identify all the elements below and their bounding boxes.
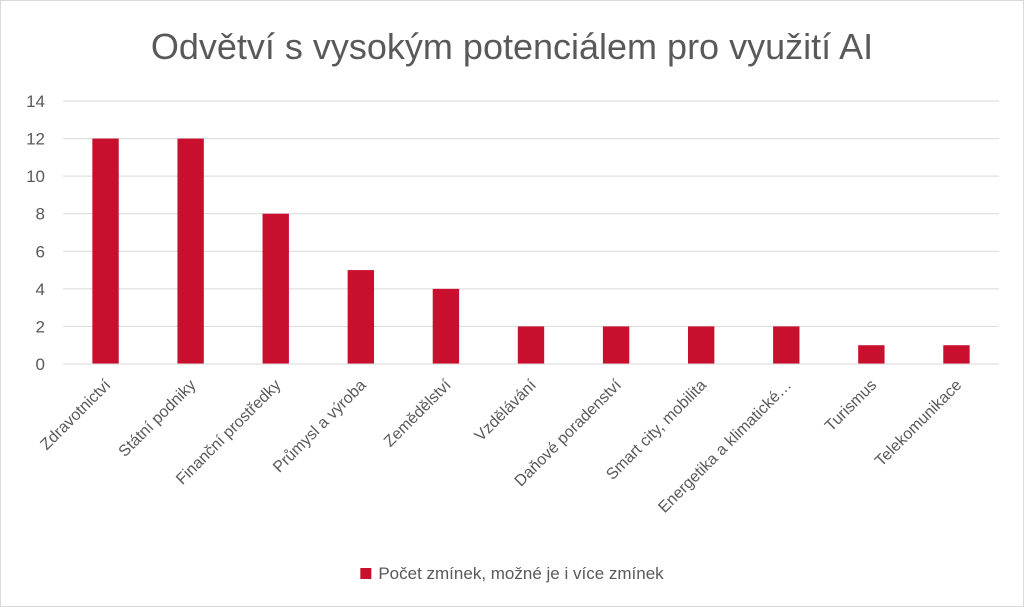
y-tick-label: 2 [36, 317, 45, 336]
x-category-label: Průmysl a výroba [270, 376, 370, 476]
x-category-label: Turismus [822, 377, 880, 435]
y-tick-label: 14 [26, 92, 45, 111]
bar [262, 213, 289, 364]
bar [943, 345, 970, 364]
legend-swatch [360, 568, 372, 579]
legend-label: Počet zmínek, možné je i více zmínek [378, 564, 664, 583]
bar [602, 326, 630, 364]
y-axis-tick-labels: 0 2 4 6 8 10 12 14 [26, 92, 45, 374]
x-category-label: Zemědělství [381, 376, 455, 450]
bar [432, 288, 460, 364]
x-category-label: Zdravotnictví [38, 376, 115, 453]
bar [517, 326, 545, 364]
bar [347, 270, 375, 364]
chart-title: Odvětví s vysokým potenciálem pro využit… [151, 26, 873, 67]
bar [92, 138, 119, 364]
x-category-label: Telekomunikace [872, 377, 965, 470]
bar [773, 326, 800, 364]
bar [177, 138, 204, 364]
bars [92, 138, 970, 364]
x-category-label: Vzdělávání [472, 376, 540, 444]
legend: Počet zmínek, možné je i více zmínek [360, 564, 664, 583]
y-tick-label: 8 [36, 205, 45, 224]
y-tick-label: 6 [36, 242, 45, 261]
gridlines [63, 100, 999, 327]
y-tick-label: 10 [26, 167, 45, 186]
x-category-label: Státní podniky [116, 377, 200, 461]
bar [687, 326, 715, 364]
y-tick-label: 0 [36, 355, 45, 374]
bar [858, 345, 885, 364]
y-tick-label: 4 [36, 280, 45, 299]
y-tick-label: 12 [26, 130, 45, 149]
